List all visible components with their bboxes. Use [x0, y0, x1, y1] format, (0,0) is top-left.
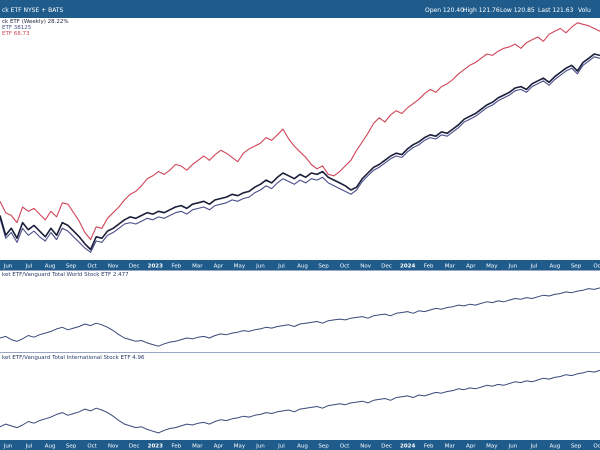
x-tick-label: Nov [108, 444, 119, 450]
x-tick-label: Feb [171, 444, 181, 450]
x-tick-label: Jul [530, 444, 538, 450]
x-axis-bar-main [0, 260, 600, 270]
x-tick-label: Mar [445, 264, 456, 270]
x-tick-label: Oc [593, 444, 600, 450]
x-tick-label: Mar [445, 444, 456, 450]
x-tick-label: 2023 [148, 444, 163, 450]
x-tick-label: Apr [214, 444, 224, 450]
x-tick-label: Sep [66, 444, 77, 450]
x-tick-label: Jul [530, 264, 538, 270]
x-tick-label: Aug [297, 264, 308, 270]
x-tick-label: Oc [593, 264, 600, 270]
x-tick-label: Dec [129, 264, 140, 270]
x-tick-label: Feb [171, 264, 181, 270]
header-bar [0, 0, 600, 18]
x-axis-bottom: Jun Jul Aug Sep Oct Nov Dec 2023 Feb Mar Apr May Jun… [3, 444, 600, 450]
x-tick-label: Aug [550, 444, 561, 450]
x-tick-label: Oct [340, 264, 350, 270]
header-open: Open 120.40 [425, 7, 464, 14]
x-tick-label: Sep [318, 264, 329, 270]
x-tick-label: Nov [360, 444, 371, 450]
ratio-world-panel [0, 287, 600, 347]
header-title: ck ETF NYSE + BATS [2, 7, 64, 14]
x-tick-label: Jul [277, 264, 285, 270]
x-tick-label: May [234, 264, 246, 270]
x-tick-label: Feb [424, 444, 434, 450]
x-tick-label: Dec [381, 444, 392, 450]
x-tick-label: Aug [45, 444, 56, 450]
ratio-intl-label: ket ETF/Vanguard Total International Sto… [2, 355, 145, 361]
x-tick-label: Jun [255, 264, 265, 270]
legend-line-2: ETF 38125 [2, 25, 32, 31]
x-tick-label: Aug [45, 264, 56, 270]
x-tick-label: Apr [466, 264, 476, 270]
x-tick-label: Jun [508, 264, 518, 270]
x-tick-label: Jun [3, 444, 13, 450]
x-tick-label: Jul [25, 444, 33, 450]
x-tick-label: Nov [108, 264, 119, 270]
series-line-price [0, 53, 600, 251]
main-price-panel [0, 22, 600, 253]
x-tick-label: 2024 [400, 264, 415, 270]
x-tick-label: Oct [87, 444, 97, 450]
x-tick-label: Jun [508, 444, 518, 450]
ratio-world-label: ket ETF/Vanguard Total World Stock ETF 2… [2, 272, 129, 278]
header-high: High 121.76 [463, 7, 500, 14]
header-last: Last 121.63 [538, 7, 574, 14]
header-low: Low 120.85 [500, 7, 535, 14]
x-tick-label: Dec [381, 264, 392, 270]
x-tick-label: May [486, 264, 498, 270]
legend-line-3: ETF 68.73 [2, 31, 30, 37]
header-volume: Volu [578, 7, 591, 14]
x-tick-label: Sep [66, 264, 77, 270]
ratio-world-line [0, 287, 600, 347]
series-line-world [0, 56, 600, 253]
x-tick-label: 2023 [148, 264, 163, 270]
x-tick-label: Oct [87, 264, 97, 270]
x-tick-label: Aug [550, 264, 561, 270]
x-tick-label: 2024 [400, 444, 415, 450]
series-line-intl [0, 22, 600, 241]
ratio-intl-panel [0, 369, 600, 434]
x-tick-label: May [486, 444, 498, 450]
x-axis-bar-bottom [0, 440, 600, 450]
x-tick-label: Feb [424, 264, 434, 270]
x-tick-label: Jul [25, 264, 33, 270]
ratio-intl-line [0, 369, 600, 434]
x-tick-label: Apr [466, 444, 476, 450]
x-tick-label: May [234, 444, 246, 450]
x-axis-main: Jun Jul Aug Sep Oct Nov Dec 2023 Feb Mar Apr May Jun… [3, 264, 600, 270]
x-tick-label: Sep [571, 444, 582, 450]
x-tick-label: Oct [340, 444, 350, 450]
legend-line-1: ck ETF (Weekly) 28.22% [2, 19, 69, 25]
x-tick-label: Dec [129, 444, 140, 450]
x-tick-label: Jun [255, 444, 265, 450]
x-tick-label: Aug [297, 444, 308, 450]
x-tick-label: Mar [192, 444, 203, 450]
x-tick-label: Mar [192, 264, 203, 270]
x-tick-label: Jul [277, 444, 285, 450]
x-tick-label: Apr [214, 264, 224, 270]
x-tick-label: Sep [318, 444, 329, 450]
x-tick-label: Nov [360, 264, 371, 270]
x-tick-label: Jun [3, 264, 13, 270]
x-tick-label: Sep [571, 264, 582, 270]
